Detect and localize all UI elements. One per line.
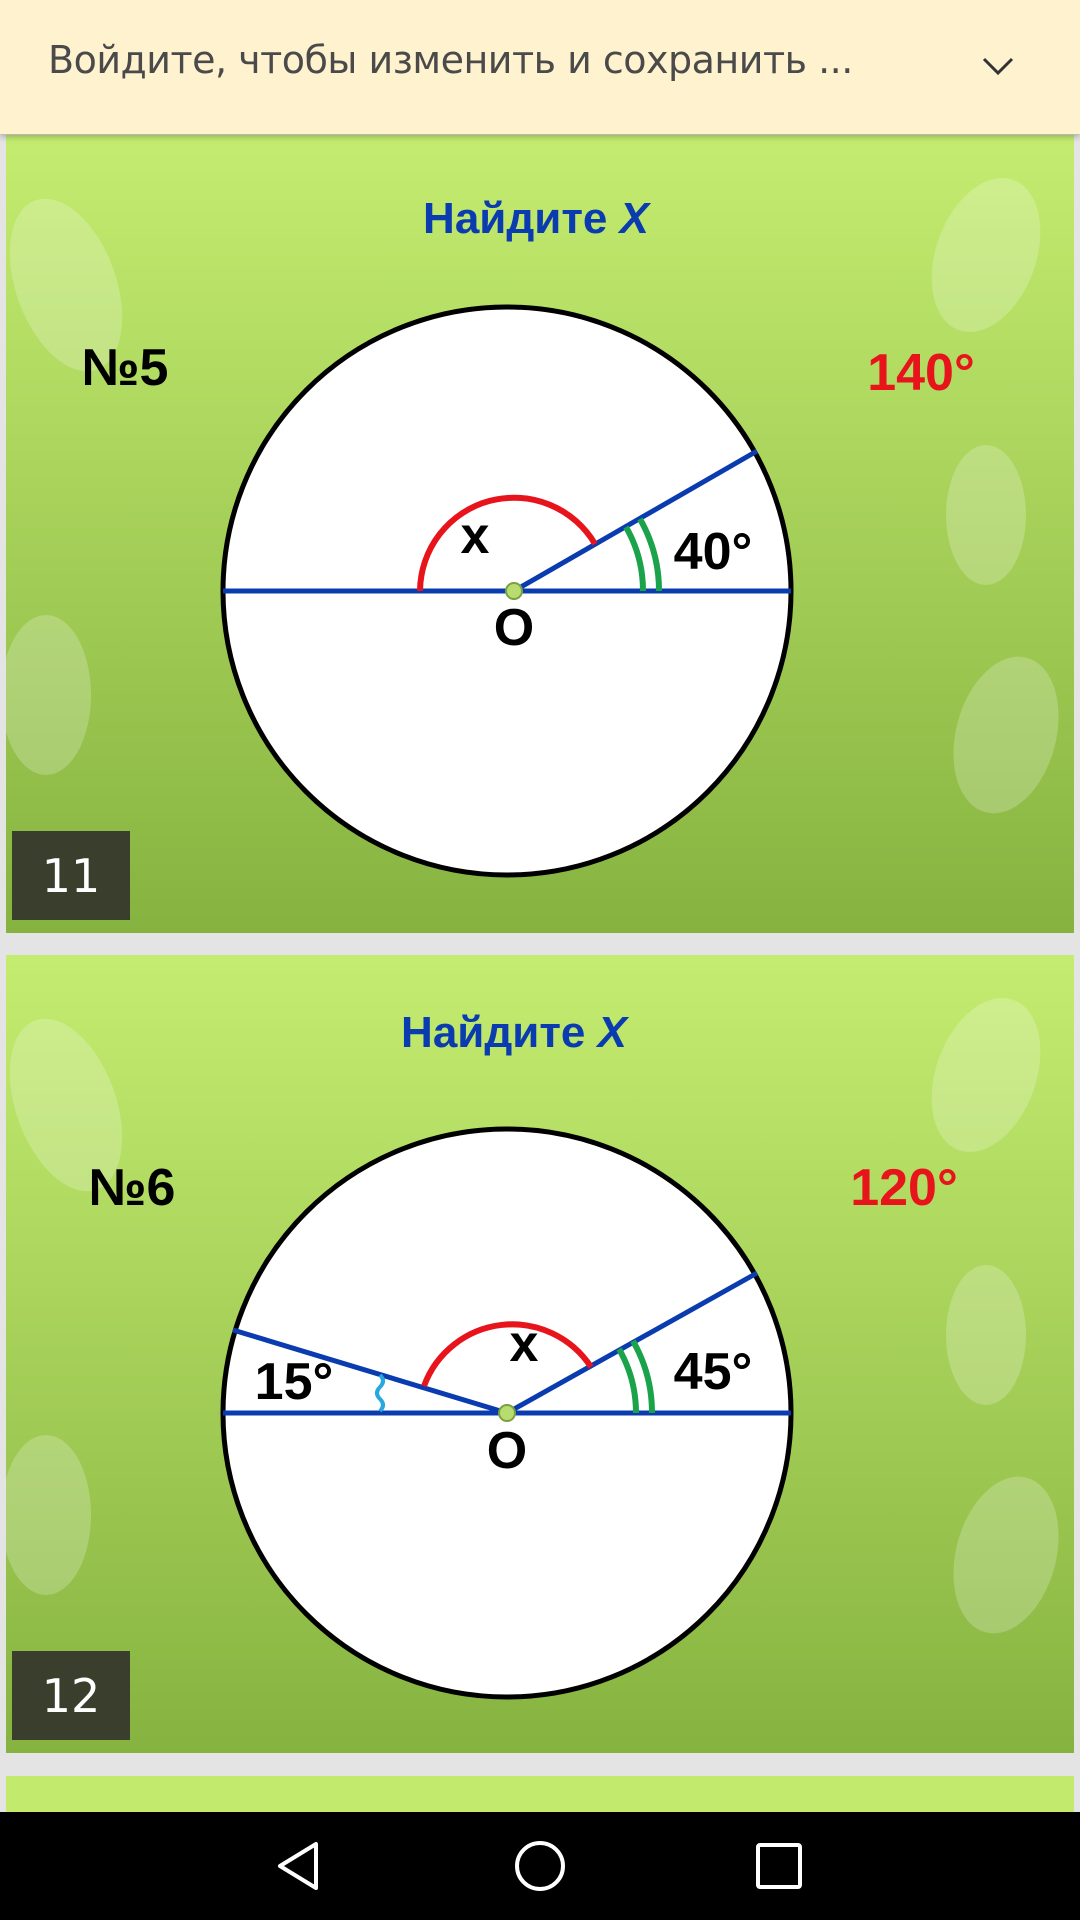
butterfly-decoration bbox=[6, 177, 1059, 814]
radius-ray-left bbox=[232, 1327, 508, 1416]
slide-number-badge bbox=[12, 1651, 130, 1740]
slide-12[interactable]: Найдите X №6 120° x 15° 45° O 12 bbox=[6, 955, 1074, 1753]
angle-label: 40° bbox=[674, 523, 753, 581]
recents-square-icon[interactable] bbox=[751, 1838, 807, 1894]
slide-11[interactable]: Найдите X №5 140° x 40° O 11 bbox=[6, 135, 1074, 933]
slide-title: Найдите X bbox=[423, 194, 652, 243]
slide-next-partial[interactable] bbox=[6, 1776, 1074, 1816]
angle-arc-outer bbox=[637, 517, 663, 592]
left-angle-label: 15° bbox=[255, 1353, 334, 1411]
answer: 140° bbox=[867, 344, 975, 402]
chevron-down-icon[interactable] bbox=[980, 48, 1016, 84]
problem-number: №6 bbox=[89, 1159, 176, 1217]
angle-x-arc bbox=[417, 494, 598, 592]
center-label: O bbox=[487, 1422, 527, 1480]
android-nav-bar bbox=[0, 1812, 1080, 1920]
sign-in-banner-text[interactable]: Войдите, чтобы изменить и сохранить ... bbox=[48, 38, 853, 82]
angle-arc-inner bbox=[623, 525, 646, 592]
center-point bbox=[505, 582, 523, 600]
angle-label: 45° bbox=[674, 1343, 753, 1401]
angle-mark-squiggle bbox=[375, 1373, 385, 1413]
sign-in-banner[interactable]: Войдите, чтобы изменить и сохранить ... bbox=[0, 0, 1080, 134]
x-label: x bbox=[510, 1315, 539, 1373]
slide-number: 12 bbox=[42, 1669, 101, 1723]
angle-arc-outer bbox=[630, 1339, 656, 1414]
slide-number-badge bbox=[12, 831, 130, 920]
slide-number: 11 bbox=[42, 849, 101, 903]
angle-x-arc bbox=[421, 1321, 594, 1388]
problem-number: №5 bbox=[82, 339, 169, 397]
radius-ray bbox=[512, 448, 759, 594]
x-label: x bbox=[461, 507, 490, 565]
back-triangle-icon[interactable] bbox=[272, 1838, 328, 1894]
center-label: O bbox=[494, 599, 534, 657]
home-circle-icon[interactable] bbox=[512, 1838, 568, 1894]
angle-arc-inner bbox=[616, 1347, 639, 1414]
center-point bbox=[498, 1404, 516, 1422]
slide-title: Найдите X bbox=[401, 1008, 630, 1057]
answer: 120° bbox=[850, 1159, 958, 1217]
butterfly-decoration bbox=[6, 997, 1059, 1634]
